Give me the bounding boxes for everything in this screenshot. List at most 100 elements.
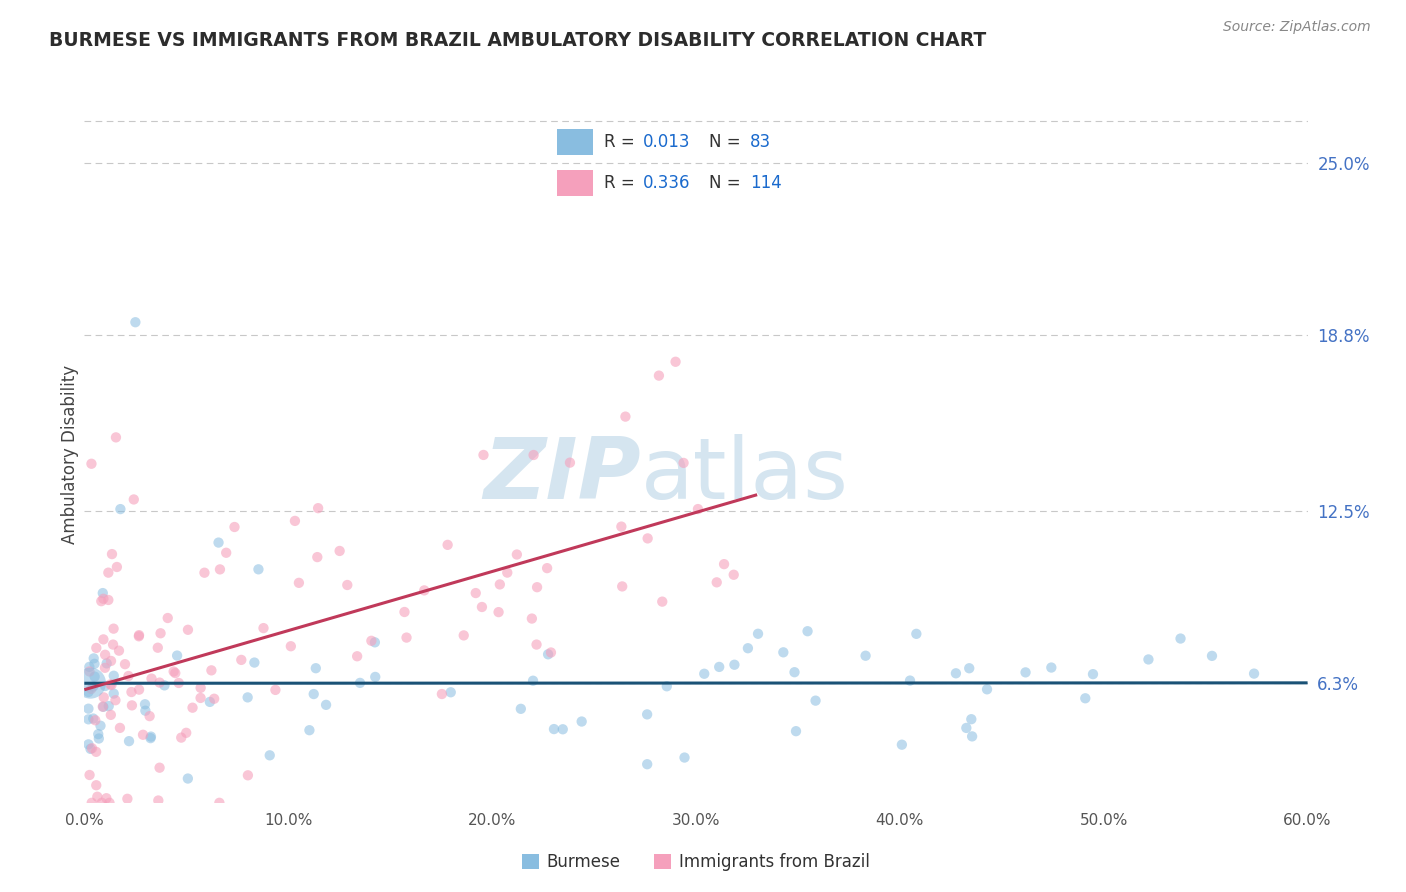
Point bbox=[488, 605, 510, 619]
Point bbox=[200, 664, 222, 678]
Point bbox=[84, 778, 107, 792]
Text: R =: R = bbox=[605, 133, 640, 151]
Point bbox=[364, 670, 387, 684]
Point bbox=[395, 631, 418, 645]
Point bbox=[108, 721, 131, 735]
Point bbox=[302, 687, 325, 701]
Point bbox=[87, 731, 110, 746]
Point bbox=[1074, 691, 1097, 706]
Point bbox=[190, 690, 212, 705]
Point bbox=[80, 741, 103, 756]
Point bbox=[636, 707, 658, 722]
Point bbox=[648, 368, 671, 383]
Point bbox=[100, 678, 122, 692]
Point bbox=[89, 719, 111, 733]
Point bbox=[170, 731, 193, 745]
Point bbox=[83, 670, 105, 684]
Point bbox=[104, 693, 127, 707]
Point bbox=[98, 796, 121, 810]
Point bbox=[1081, 667, 1104, 681]
Point bbox=[97, 593, 120, 607]
Point bbox=[121, 698, 143, 713]
Text: 0.336: 0.336 bbox=[643, 174, 690, 192]
Point bbox=[804, 693, 827, 707]
Point bbox=[1137, 652, 1160, 666]
Point bbox=[693, 666, 716, 681]
Point bbox=[79, 768, 101, 782]
Point bbox=[165, 666, 187, 681]
Point bbox=[259, 748, 281, 763]
Point bbox=[1170, 632, 1192, 646]
Point bbox=[288, 575, 311, 590]
Point bbox=[236, 690, 259, 705]
Point bbox=[905, 627, 928, 641]
Point bbox=[93, 591, 115, 606]
Text: ZIP: ZIP bbox=[484, 434, 641, 517]
Legend: Burmese, Immigrants from Brazil: Burmese, Immigrants from Brazil bbox=[515, 847, 877, 878]
Point bbox=[709, 660, 731, 674]
Point bbox=[208, 796, 231, 810]
Point bbox=[93, 632, 115, 647]
Point bbox=[453, 628, 475, 642]
Point bbox=[236, 768, 259, 782]
Point bbox=[181, 700, 204, 714]
Point bbox=[284, 514, 307, 528]
Point bbox=[706, 575, 728, 590]
Point bbox=[610, 519, 633, 533]
Point bbox=[103, 622, 125, 636]
Point bbox=[723, 657, 745, 672]
Point bbox=[198, 695, 221, 709]
Point bbox=[190, 681, 212, 695]
Point bbox=[156, 611, 179, 625]
Point bbox=[122, 492, 145, 507]
Y-axis label: Ambulatory Disability: Ambulatory Disability bbox=[62, 366, 80, 544]
Point bbox=[520, 611, 543, 625]
Text: 114: 114 bbox=[749, 174, 782, 192]
Point bbox=[149, 675, 172, 690]
Point bbox=[252, 621, 274, 635]
Point bbox=[471, 599, 494, 614]
Point bbox=[336, 578, 359, 592]
Point bbox=[83, 651, 105, 665]
Point bbox=[307, 501, 329, 516]
Point bbox=[103, 669, 125, 683]
Text: 0.013: 0.013 bbox=[643, 133, 690, 151]
Point bbox=[364, 635, 387, 649]
Point bbox=[413, 583, 436, 598]
Point bbox=[430, 687, 453, 701]
Point bbox=[673, 750, 696, 764]
Point bbox=[472, 448, 495, 462]
Point bbox=[100, 654, 122, 668]
Point bbox=[243, 656, 266, 670]
Point bbox=[124, 315, 146, 329]
Point bbox=[94, 661, 117, 675]
Point bbox=[91, 699, 114, 714]
Point bbox=[193, 566, 215, 580]
Point bbox=[101, 547, 124, 561]
Point bbox=[215, 546, 238, 560]
Point bbox=[307, 550, 329, 565]
Point bbox=[280, 639, 302, 653]
Point bbox=[87, 727, 110, 741]
Point bbox=[128, 628, 150, 642]
Point bbox=[79, 665, 101, 679]
FancyBboxPatch shape bbox=[557, 169, 593, 195]
Point bbox=[202, 691, 225, 706]
Point bbox=[526, 580, 548, 594]
Point bbox=[105, 560, 128, 574]
Point bbox=[1014, 665, 1036, 680]
Point bbox=[148, 793, 170, 807]
Point bbox=[509, 702, 531, 716]
Text: R =: R = bbox=[605, 174, 640, 192]
Point bbox=[637, 532, 659, 546]
Point bbox=[536, 561, 558, 575]
Point bbox=[1201, 648, 1223, 663]
Point bbox=[83, 657, 105, 671]
Point bbox=[118, 734, 141, 748]
Text: Source: ZipAtlas.com: Source: ZipAtlas.com bbox=[1223, 20, 1371, 34]
Point bbox=[93, 690, 115, 705]
Text: 83: 83 bbox=[749, 133, 772, 151]
Point bbox=[231, 653, 253, 667]
Point bbox=[394, 605, 416, 619]
Point bbox=[86, 789, 108, 804]
